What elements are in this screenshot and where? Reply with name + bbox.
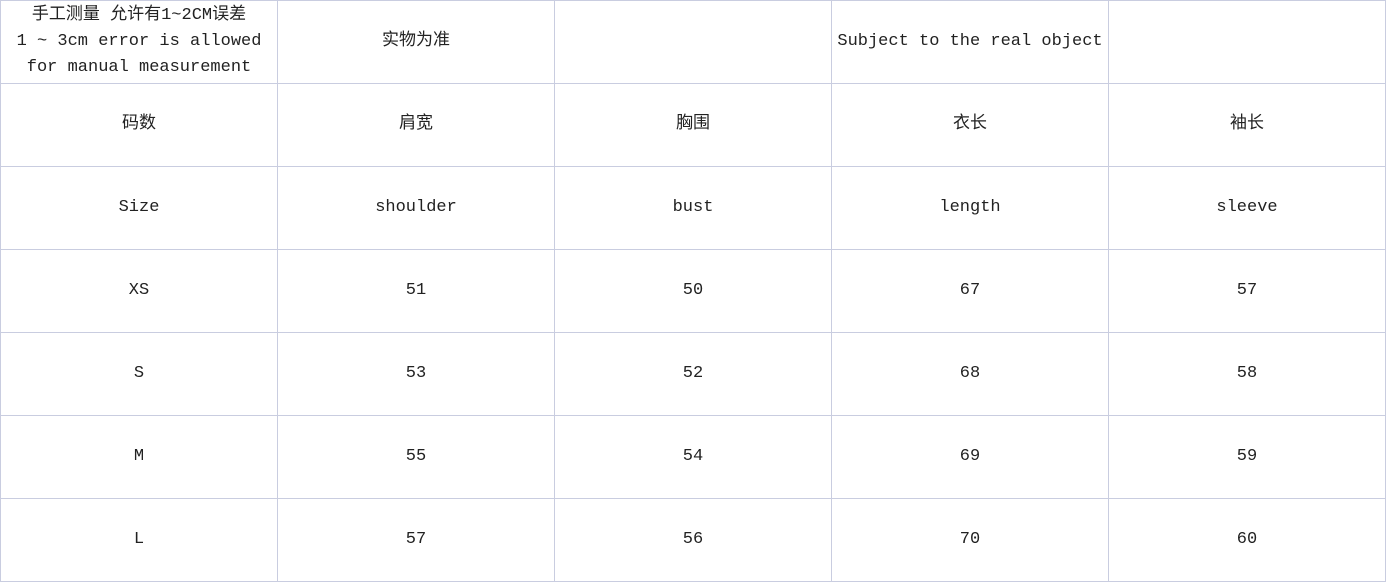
header-shoulder-cn: 肩宽 <box>277 83 555 167</box>
cell-sleeve: 59 <box>1108 415 1386 499</box>
cell-shoulder: 53 <box>277 332 555 416</box>
table-row: S 53 52 68 58 <box>0 332 1386 416</box>
header-size-cn: 码数 <box>0 83 278 167</box>
cell-shoulder: 57 <box>277 498 555 582</box>
empty-cell <box>1108 0 1386 84</box>
measurement-note: 手工测量 允许有1~2CM误差 1 ~ 3cm error is allowed… <box>0 0 278 84</box>
header-sleeve-cn: 袖长 <box>1108 83 1386 167</box>
header-bust: bust <box>554 166 832 250</box>
cell-size: L <box>0 498 278 582</box>
table-row: M 55 54 69 59 <box>0 415 1386 499</box>
table-row: XS 51 50 67 57 <box>0 249 1386 333</box>
header-length: length <box>831 166 1109 250</box>
cell-length: 70 <box>831 498 1109 582</box>
header-row-en: Size shoulder bust length sleeve <box>0 166 1386 250</box>
cell-bust: 50 <box>554 249 832 333</box>
header-bust-cn: 胸围 <box>554 83 832 167</box>
header-length-cn: 衣长 <box>831 83 1109 167</box>
empty-cell <box>554 0 832 84</box>
note-row: 手工测量 允许有1~2CM误差 1 ~ 3cm error is allowed… <box>0 0 1386 84</box>
cell-sleeve: 57 <box>1108 249 1386 333</box>
cell-size: XS <box>0 249 278 333</box>
cell-shoulder: 55 <box>277 415 555 499</box>
header-shoulder: shoulder <box>277 166 555 250</box>
cell-bust: 56 <box>554 498 832 582</box>
header-row-cn: 码数 肩宽 胸围 衣长 袖长 <box>0 83 1386 167</box>
real-object-note-cn: 实物为准 <box>277 0 555 84</box>
real-object-note-en: Subject to the real object <box>831 0 1109 84</box>
cell-sleeve: 58 <box>1108 332 1386 416</box>
cell-size: S <box>0 332 278 416</box>
cell-length: 69 <box>831 415 1109 499</box>
cell-sleeve: 60 <box>1108 498 1386 582</box>
header-sleeve: sleeve <box>1108 166 1386 250</box>
cell-bust: 54 <box>554 415 832 499</box>
cell-length: 68 <box>831 332 1109 416</box>
cell-size: M <box>0 415 278 499</box>
table-row: L 57 56 70 60 <box>0 498 1386 582</box>
header-size: Size <box>0 166 278 250</box>
cell-shoulder: 51 <box>277 249 555 333</box>
cell-bust: 52 <box>554 332 832 416</box>
cell-length: 67 <box>831 249 1109 333</box>
